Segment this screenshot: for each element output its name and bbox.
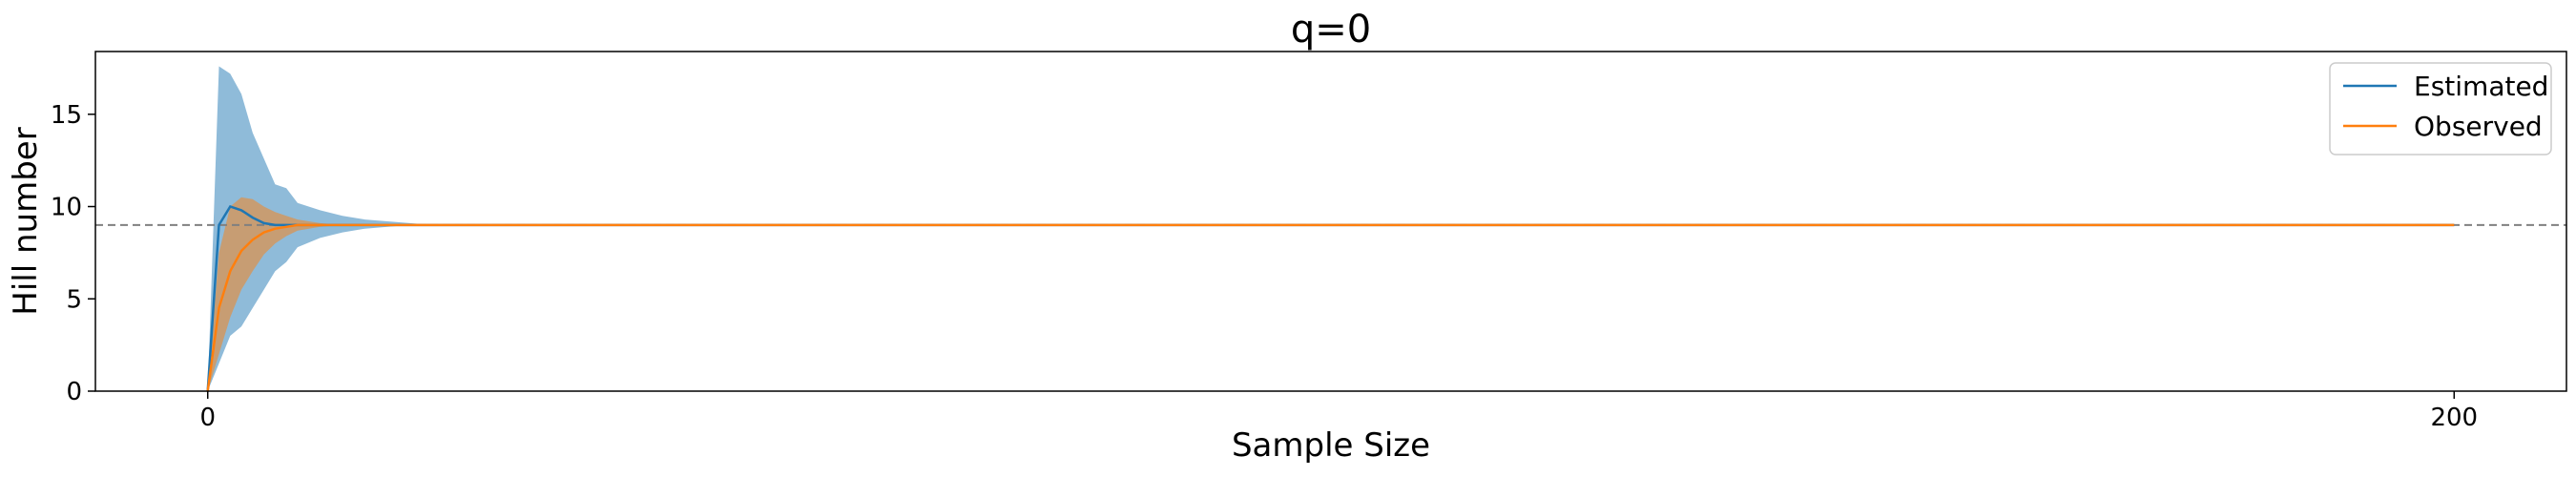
y-axis-label: Hill number <box>7 127 45 315</box>
legend-label: Observed <box>2414 111 2543 142</box>
plot-frame <box>94 51 2567 392</box>
x-tick-label: 0 <box>199 404 216 432</box>
y-tick-label: 5 <box>66 285 82 314</box>
legend: Estimated Observed <box>2329 62 2552 156</box>
chart-title: q=0 <box>1291 8 1371 52</box>
x-axis: 0 200 <box>199 391 2478 432</box>
series-line-estimated <box>206 204 2455 392</box>
legend-label: Estimated <box>2414 71 2548 102</box>
x-tick-label: 200 <box>2430 404 2478 432</box>
y-tick-label: 0 <box>66 378 82 406</box>
series-lines <box>206 204 2455 392</box>
y-axis: 0 5 10 15 <box>51 101 95 406</box>
y-tick-label: 15 <box>51 101 82 130</box>
x-axis-label: Sample Size <box>1232 426 1430 465</box>
confidence-band-estimated <box>207 66 2455 391</box>
y-tick-label: 10 <box>51 194 82 222</box>
series-line-observed <box>206 223 2455 392</box>
confidence-bands <box>207 66 2455 391</box>
confidence-band-observed <box>207 197 2455 391</box>
